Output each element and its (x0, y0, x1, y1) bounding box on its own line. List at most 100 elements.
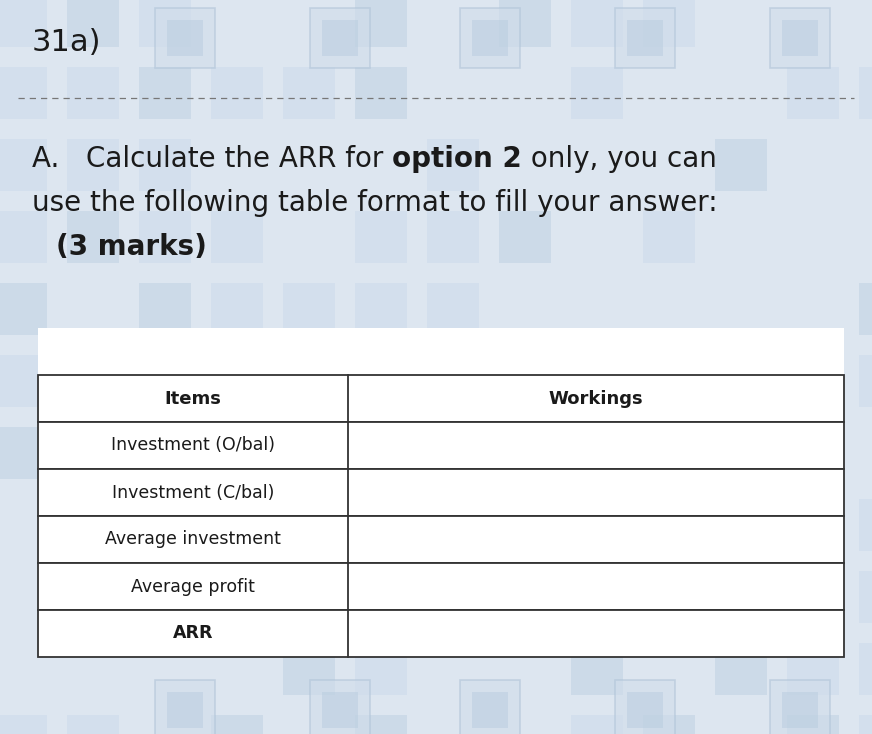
Bar (571, 643, 623, 695)
Text: use the following table format to fill your answer:: use the following table format to fill y… (32, 189, 718, 217)
Bar (615, 680, 675, 734)
Bar (0, 211, 47, 263)
Bar (627, 692, 663, 728)
Bar (67, 0, 119, 47)
Bar (787, 571, 839, 623)
Bar (38, 422, 844, 469)
Text: Average investment: Average investment (106, 531, 281, 548)
Bar (38, 328, 844, 610)
Bar (310, 680, 370, 734)
Bar (715, 643, 767, 695)
Bar (499, 571, 551, 623)
Bar (427, 283, 479, 335)
Bar (782, 692, 818, 728)
Bar (770, 680, 830, 734)
Bar (643, 211, 695, 263)
Bar (427, 355, 479, 407)
Bar (859, 283, 872, 335)
Bar (167, 692, 203, 728)
Bar (139, 0, 191, 47)
Bar (310, 8, 370, 68)
Bar (0, 139, 47, 191)
Bar (859, 643, 872, 695)
Bar (0, 67, 47, 119)
Text: 31a): 31a) (32, 28, 101, 57)
Bar (571, 355, 623, 407)
Bar (782, 20, 818, 56)
Bar (0, 283, 47, 335)
Bar (211, 211, 263, 263)
Bar (715, 139, 767, 191)
Bar (571, 67, 623, 119)
Bar (322, 692, 358, 728)
Bar (283, 67, 335, 119)
Bar (211, 715, 263, 734)
Text: Items: Items (165, 390, 221, 407)
Bar (139, 139, 191, 191)
Bar (155, 680, 215, 734)
Bar (355, 211, 407, 263)
Bar (355, 283, 407, 335)
Bar (38, 516, 844, 563)
Text: Investment (C/bal): Investment (C/bal) (112, 484, 275, 501)
Text: option 2: option 2 (392, 145, 522, 173)
Bar (322, 20, 358, 56)
Bar (211, 571, 263, 623)
Bar (211, 499, 263, 551)
Bar (139, 355, 191, 407)
Bar (787, 67, 839, 119)
Text: Investment (O/bal): Investment (O/bal) (111, 437, 276, 454)
Bar (643, 715, 695, 734)
Bar (715, 571, 767, 623)
Bar (643, 427, 695, 479)
Text: ARR: ARR (173, 625, 214, 642)
Bar (427, 139, 479, 191)
Bar (770, 8, 830, 68)
Bar (0, 355, 47, 407)
Bar (787, 715, 839, 734)
Bar (615, 8, 675, 68)
Bar (139, 499, 191, 551)
Bar (571, 0, 623, 47)
Bar (139, 67, 191, 119)
Bar (460, 8, 520, 68)
Bar (67, 211, 119, 263)
Bar (643, 499, 695, 551)
Bar (139, 211, 191, 263)
Bar (859, 571, 872, 623)
Bar (427, 211, 479, 263)
Bar (460, 680, 520, 734)
Bar (643, 571, 695, 623)
Bar (0, 715, 47, 734)
Bar (571, 427, 623, 479)
Bar (859, 715, 872, 734)
Bar (472, 692, 508, 728)
Bar (355, 67, 407, 119)
Bar (355, 0, 407, 47)
Text: Average profit: Average profit (131, 578, 255, 595)
Bar (355, 643, 407, 695)
Bar (787, 355, 839, 407)
Bar (67, 67, 119, 119)
Bar (472, 20, 508, 56)
Bar (627, 20, 663, 56)
Bar (643, 0, 695, 47)
Bar (499, 211, 551, 263)
Bar (499, 355, 551, 407)
Bar (859, 499, 872, 551)
Bar (859, 355, 872, 407)
Text: only, you can: only, you can (522, 145, 717, 173)
Bar (571, 499, 623, 551)
Bar (571, 715, 623, 734)
Bar (787, 643, 839, 695)
Bar (167, 20, 203, 56)
Bar (355, 355, 407, 407)
Bar (283, 643, 335, 695)
Bar (38, 610, 844, 657)
Bar (67, 715, 119, 734)
Bar (67, 139, 119, 191)
Bar (211, 67, 263, 119)
Bar (787, 499, 839, 551)
Bar (283, 283, 335, 335)
Bar (67, 571, 119, 623)
